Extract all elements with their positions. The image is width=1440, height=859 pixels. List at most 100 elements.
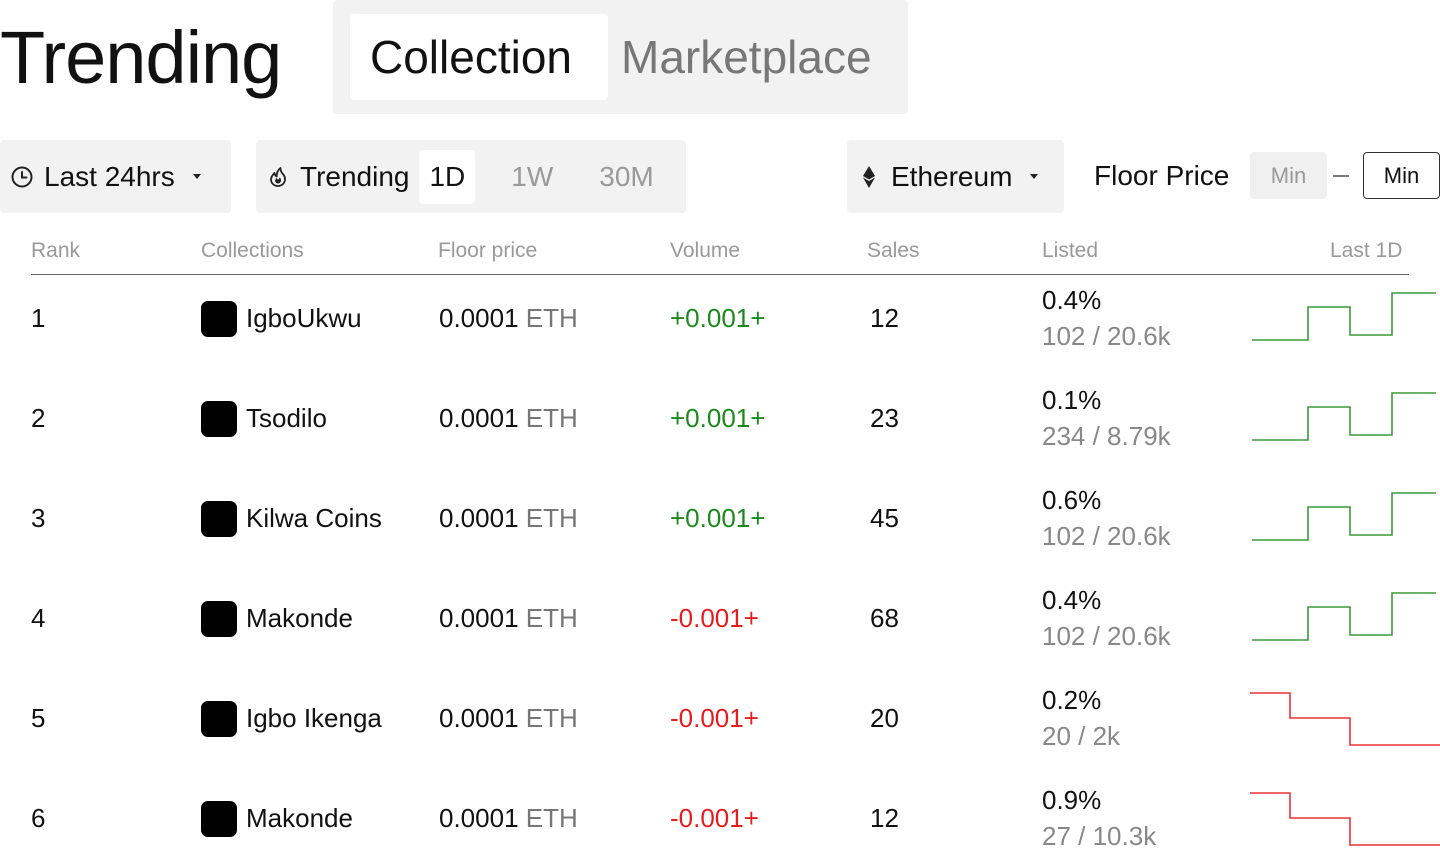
time-range-label: Last 24hrs — [44, 160, 175, 192]
floor-price-value: 0.0001 ETH — [439, 502, 578, 534]
volume-change: +0.001+ — [670, 503, 766, 533]
collection-name[interactable]: Makonde — [246, 603, 353, 633]
collection-avatar — [201, 401, 237, 437]
sparkline-chart — [1250, 792, 1440, 846]
floor-price-value: 0.0001 ETH — [439, 802, 578, 834]
tab-marketplace[interactable]: Marketplace — [621, 31, 872, 83]
period-30m[interactable]: 30M — [599, 160, 654, 192]
period-1w[interactable]: 1W — [511, 160, 554, 192]
sparkline-path — [1250, 692, 1440, 746]
floor-price-amount: 0.0001 — [439, 703, 519, 733]
floor-price-unit: ETH — [525, 303, 578, 333]
volume-change: +0.001+ — [670, 303, 766, 333]
table-row[interactable]: 4 Makonde 0.0001 ETH -0.001+ 68 0.4% 102 / 20.… — [0, 572, 1440, 672]
collection-name[interactable]: IgboUkwu — [246, 303, 362, 333]
floor-price-value: 0.0001 ETH — [439, 702, 578, 734]
column-header-floor-price[interactable]: Floor price — [438, 239, 538, 262]
floor-price-value: 0.0001 ETH — [439, 302, 578, 334]
sales-value: 45 — [870, 503, 899, 533]
collection-avatar — [201, 701, 237, 737]
column-header-rank[interactable]: Rank — [31, 239, 81, 262]
column-header-collections[interactable]: Collections — [201, 239, 304, 262]
rank-value: 1 — [31, 303, 46, 333]
sales-value: 12 — [870, 303, 899, 333]
floor-price-unit: ETH — [525, 803, 578, 833]
listed-ratio: 102 / 20.6k — [1042, 321, 1171, 351]
floor-price-unit: ETH — [525, 503, 578, 533]
table-row[interactable]: 1 IgboUkwu 0.0001 ETH +0.001+ 12 0.4% 102 / 20… — [0, 272, 1440, 372]
sparkline-path — [1252, 592, 1436, 641]
column-header-listed[interactable]: Listed — [1042, 239, 1099, 262]
period-1d[interactable]: 1D — [419, 149, 476, 204]
floor-price-min-input[interactable]: Min — [1250, 152, 1327, 199]
table-row[interactable]: 5 Igbo Ikenga 0.0001 ETH -0.001+ 20 0.2% 20 / … — [0, 672, 1440, 772]
sales-value: 12 — [870, 803, 899, 833]
floor-price-amount: 0.0001 — [439, 403, 519, 433]
column-header-last-1d[interactable]: Last 1D — [1330, 239, 1403, 262]
rank-value: 2 — [31, 403, 46, 433]
tab-collection[interactable]: Collection — [350, 14, 608, 100]
chevron-down-icon — [192, 174, 201, 179]
floor-price-max-input[interactable]: Min — [1363, 152, 1440, 199]
listed-ratio: 27 / 10.3k — [1042, 821, 1157, 851]
listed-percent: 0.1% — [1042, 385, 1102, 415]
chevron-down-icon — [1030, 174, 1039, 179]
collection-avatar — [201, 301, 237, 337]
time-range-dropdown[interactable]: Last 24hrs — [0, 140, 231, 213]
sparkline-path — [1252, 292, 1436, 341]
sparkline-chart — [1252, 492, 1436, 541]
chain-dropdown[interactable]: Ethereum — [847, 140, 1064, 213]
collection-name[interactable]: Kilwa Coins — [246, 503, 382, 533]
trending-label: Trending — [300, 160, 410, 192]
collection-name[interactable]: Tsodilo — [246, 403, 327, 433]
column-header-volume[interactable]: Volume — [670, 239, 741, 262]
collection-avatar — [201, 501, 237, 537]
volume-change: -0.001+ — [670, 603, 759, 633]
trending-filter: Trending 1D 1W 30M — [256, 140, 686, 213]
volume-change: -0.001+ — [670, 803, 759, 833]
floor-price-amount: 0.0001 — [439, 303, 519, 333]
listed-percent: 0.6% — [1042, 485, 1102, 515]
sales-value: 20 — [870, 703, 899, 733]
floor-price-value: 0.0001 ETH — [439, 402, 578, 434]
ethereum-icon — [861, 165, 877, 189]
listed-percent: 0.9% — [1042, 785, 1102, 815]
view-toggle: Collection Marketplace — [333, 0, 908, 114]
table-row[interactable]: 3 Kilwa Coins 0.0001 ETH +0.001+ 45 0.6% 102 /… — [0, 472, 1440, 572]
floor-price-unit: ETH — [525, 703, 578, 733]
rank-value: 6 — [31, 803, 46, 833]
listed-ratio: 20 / 2k — [1042, 721, 1121, 751]
table-row[interactable]: 2 Tsodilo 0.0001 ETH +0.001+ 23 0.1% 234 / 8.7… — [0, 372, 1440, 472]
sparkline-path — [1250, 792, 1440, 846]
volume-change: -0.001+ — [670, 703, 759, 733]
listed-ratio: 102 / 20.6k — [1042, 521, 1171, 551]
column-header-sales[interactable]: Sales — [867, 239, 920, 262]
sales-value: 68 — [870, 603, 899, 633]
listed-percent: 0.2% — [1042, 685, 1102, 715]
collection-avatar — [201, 601, 237, 637]
page-title: Trending — [0, 16, 282, 99]
floor-price-amount: 0.0001 — [439, 803, 519, 833]
listed-percent: 0.4% — [1042, 585, 1102, 615]
sparkline-chart — [1252, 392, 1436, 441]
floor-price-label: Floor Price — [1094, 160, 1230, 191]
listed-ratio: 234 / 8.79k — [1042, 421, 1171, 451]
floor-price-value: 0.0001 ETH — [439, 602, 578, 634]
collection-name[interactable]: Makonde — [246, 803, 353, 833]
volume-change: +0.001+ — [670, 403, 766, 433]
floor-price-amount: 0.0001 — [439, 603, 519, 633]
sales-value: 23 — [870, 403, 899, 433]
sparkline-path — [1252, 392, 1436, 441]
floor-price-unit: ETH — [525, 403, 578, 433]
sparkline-chart — [1252, 292, 1436, 341]
listed-ratio: 102 / 20.6k — [1042, 621, 1171, 651]
floor-price-unit: ETH — [525, 603, 578, 633]
sparkline-path — [1252, 492, 1436, 541]
flame-icon — [266, 165, 290, 189]
chain-label: Ethereum — [891, 160, 1013, 192]
rank-value: 4 — [31, 603, 46, 633]
collection-name[interactable]: Igbo Ikenga — [246, 703, 382, 733]
rank-value: 5 — [31, 703, 46, 733]
range-separator — [1333, 175, 1349, 177]
table-row[interactable]: 6 Makonde 0.0001 ETH -0.001+ 12 0.9% 27 / 10.3… — [0, 772, 1440, 859]
